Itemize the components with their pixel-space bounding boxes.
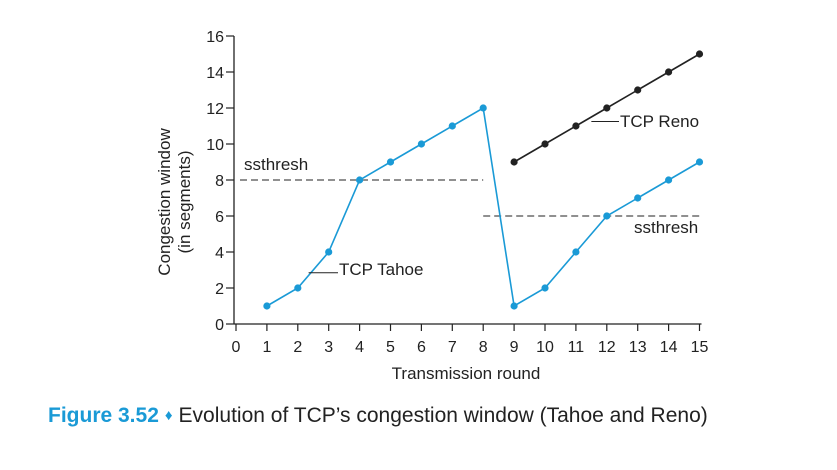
- ssthresh-label-right: ssthresh: [634, 218, 698, 237]
- tcp-reno-point: [541, 140, 549, 148]
- y-tick-label: 2: [215, 281, 224, 298]
- x-tick-label: 10: [536, 339, 554, 356]
- figure-caption: Figure 3.52 ♦ Evolution of TCP’s congestio…: [48, 404, 828, 428]
- tcp-tahoe-point: [294, 284, 302, 292]
- x-tick-label: 6: [417, 339, 426, 356]
- x-tick-label: 4: [355, 339, 364, 356]
- tcp-reno-point: [665, 68, 673, 76]
- annotations: Congestion window (in segments) Transmis…: [155, 112, 699, 383]
- tcp-reno-point: [603, 104, 611, 112]
- x-tick-label: 2: [293, 339, 302, 356]
- x-tick-label: 15: [691, 339, 709, 356]
- tcp-tahoe-point: [417, 140, 425, 148]
- tcp-tahoe-label: TCP Tahoe: [339, 260, 423, 279]
- tcp-tahoe-point: [263, 302, 271, 310]
- tcp-reno-label: TCP Reno: [620, 112, 699, 131]
- x-tick-label: 14: [660, 339, 678, 356]
- tcp-tahoe-point: [356, 176, 364, 184]
- y-tick-label: 8: [215, 173, 224, 190]
- y-tick-label: 4: [215, 245, 224, 262]
- tcp-tahoe-point: [386, 158, 395, 166]
- x-tick-label: 13: [629, 339, 647, 356]
- x-tick-label: 5: [386, 339, 395, 356]
- x-axis-title: Transmission round: [392, 364, 541, 383]
- tcp-reno-point: [634, 86, 642, 94]
- y-tick-label: 12: [206, 101, 224, 118]
- series-group: [263, 50, 704, 310]
- y-tick-label: 6: [215, 209, 224, 226]
- tcp-tahoe-point: [479, 104, 487, 112]
- x-tick-label: 12: [598, 339, 616, 356]
- x-tick-label: 1: [262, 339, 271, 356]
- tcp-tahoe-point: [448, 122, 456, 130]
- tcp-tahoe-point: [541, 284, 549, 292]
- tcp-tahoe-point: [665, 176, 673, 184]
- figure-label: Figure 3.52: [48, 404, 159, 427]
- tcp-tahoe-point: [572, 248, 580, 256]
- tcp-tahoe-line: [266, 106, 700, 308]
- ssthresh-lines: [240, 179, 700, 217]
- tcp-tahoe-point: [695, 158, 704, 166]
- y-tick-label: 16: [206, 29, 224, 46]
- caption-text: Evolution of TCP’s congestion window (Ta…: [178, 404, 708, 427]
- tcp-reno-point: [695, 50, 704, 58]
- tcp-tahoe-point: [634, 194, 642, 202]
- y-axis-title-line2: (in segments): [175, 151, 194, 254]
- tcp-reno-point: [572, 122, 580, 130]
- x-tick-label: 3: [324, 339, 333, 356]
- tcp-tahoe-point: [510, 302, 518, 310]
- x-tick-label: 8: [479, 339, 488, 356]
- y-tick-label: 0: [215, 317, 224, 334]
- tcp-tahoe-point: [603, 212, 611, 220]
- x-tick-label: 9: [510, 339, 519, 356]
- ssthresh-label-left: ssthresh: [244, 155, 308, 174]
- y-axis-title-line1: Congestion window: [155, 128, 174, 276]
- y-tick-label: 14: [206, 65, 224, 82]
- y-tick-label: 10: [206, 137, 224, 154]
- tcp-tahoe-point: [325, 248, 333, 256]
- tcp-reno-point: [510, 158, 518, 166]
- diamond-separator-icon: ♦: [164, 407, 173, 424]
- x-tick-label: 11: [568, 339, 585, 356]
- x-tick-label: 7: [448, 339, 457, 356]
- x-tick-label: 0: [232, 339, 241, 356]
